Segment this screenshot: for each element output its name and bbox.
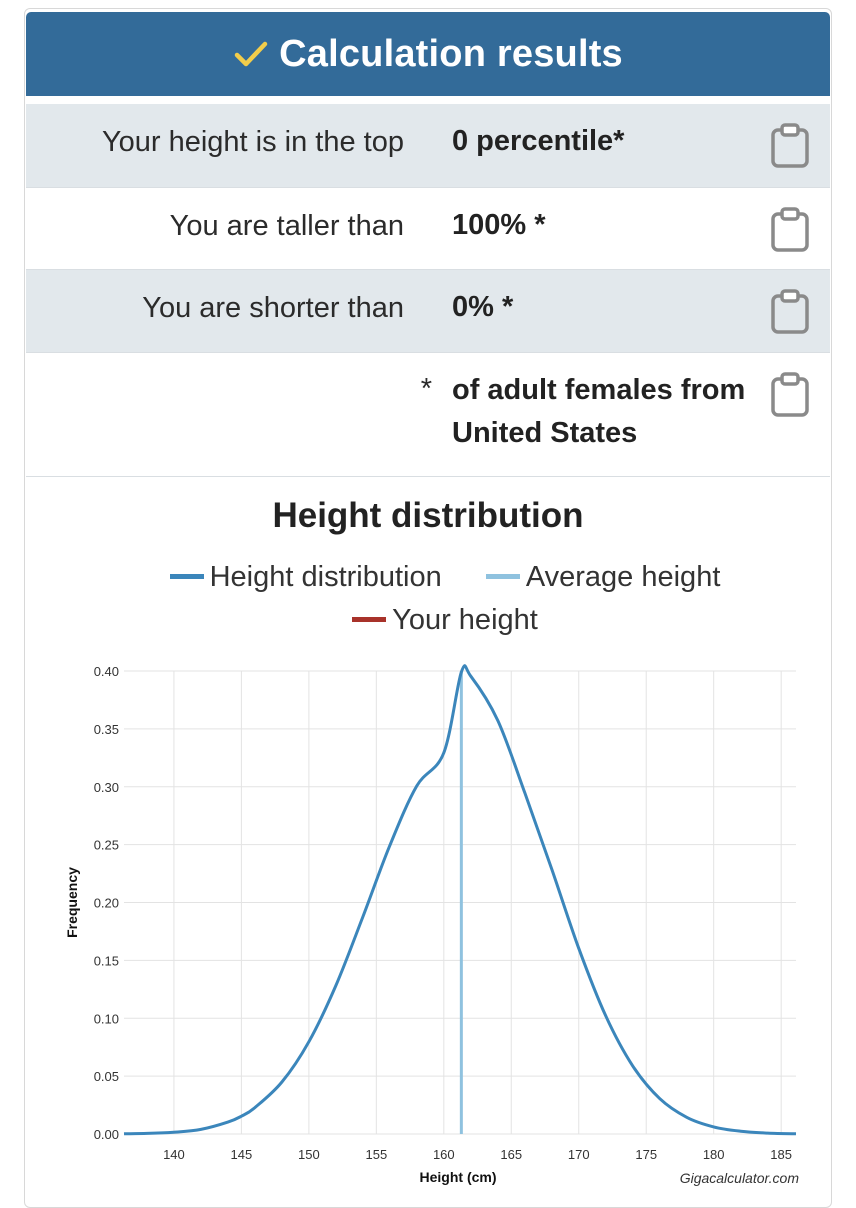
result-value: 0% *	[452, 291, 514, 323]
result-row-shorter: You are shorter than 0% *	[26, 270, 830, 353]
x-tick-label: 150	[298, 1147, 320, 1162]
result-value: 0 percentile*	[452, 125, 625, 157]
result-label: You are taller than	[169, 210, 404, 242]
legend-swatch	[352, 616, 387, 622]
chart-ticks: 0.00 0.05 0.10 0.15 0.20 0.25 0.30 0.35 0.40 140 1…	[94, 664, 792, 1162]
chart-credit: Gigacalculator.com	[680, 1170, 800, 1186]
result-value: 100% *	[452, 209, 546, 241]
y-tick-label: 0.05	[94, 1069, 119, 1084]
chart-legend: Height distribution Average height Your …	[80, 556, 810, 642]
x-tick-label: 145	[231, 1147, 253, 1162]
y-tick-label: 0.20	[94, 896, 119, 911]
clipboard-icon[interactable]	[770, 288, 810, 334]
x-tick-label: 170	[568, 1147, 590, 1162]
x-axis-label: Height (cm)	[420, 1169, 497, 1185]
legend-item-distribution[interactable]: Height distribution	[169, 556, 442, 599]
result-row-footnote: * of adult females from United States	[26, 353, 830, 477]
chart-title: Height distribution	[272, 496, 584, 535]
results-card	[24, 8, 832, 1208]
x-tick-label: 140	[163, 1147, 185, 1162]
result-label: Your height is in the top	[101, 126, 404, 158]
clipboard-icon[interactable]	[770, 371, 810, 417]
y-tick-label: 0.10	[94, 1011, 119, 1026]
x-tick-label: 185	[770, 1147, 792, 1162]
x-tick-label: 155	[365, 1147, 387, 1162]
legend-item-average[interactable]: Average height	[485, 556, 721, 599]
y-tick-label: 0.15	[94, 953, 119, 968]
footnote-marker: *	[420, 373, 432, 405]
height-distribution-chart: 0.00 0.05 0.10 0.15 0.20 0.25 0.30 0.35 0.40 140 1…	[64, 664, 800, 1186]
y-tick-label: 0.40	[94, 664, 119, 679]
legend-label: Height distribution	[209, 561, 442, 593]
footnote-text: of adult females from United States	[452, 374, 746, 449]
legend-label: Average height	[525, 561, 721, 593]
legend-item-your-height[interactable]: Your height	[352, 599, 538, 642]
result-row-percentile: Your height is in the top 0 percentile*	[26, 104, 830, 188]
legend-swatch	[485, 573, 520, 579]
chart-series	[123, 664, 797, 1136]
y-tick-label: 0.35	[94, 722, 119, 737]
x-tick-label: 180	[703, 1147, 725, 1162]
distribution-curve	[123, 664, 797, 1136]
x-tick-label: 160	[433, 1147, 455, 1162]
clipboard-icon[interactable]	[770, 206, 810, 252]
y-tick-label: 0.00	[94, 1127, 119, 1142]
y-axis-label: Frequency	[64, 867, 80, 938]
result-row-taller: You are taller than 100% *	[26, 188, 830, 270]
legend-swatch	[169, 573, 204, 579]
clipboard-icon[interactable]	[770, 122, 810, 168]
y-tick-label: 0.30	[94, 780, 119, 795]
result-label: You are shorter than	[142, 292, 404, 324]
check-icon	[234, 41, 268, 67]
y-tick-label: 0.25	[94, 838, 119, 853]
results-title: Calculation results	[279, 32, 623, 75]
results-header: Calculation results	[26, 12, 830, 96]
x-tick-label: 175	[635, 1147, 657, 1162]
legend-label: Your height	[392, 604, 538, 636]
x-tick-label: 165	[500, 1147, 522, 1162]
